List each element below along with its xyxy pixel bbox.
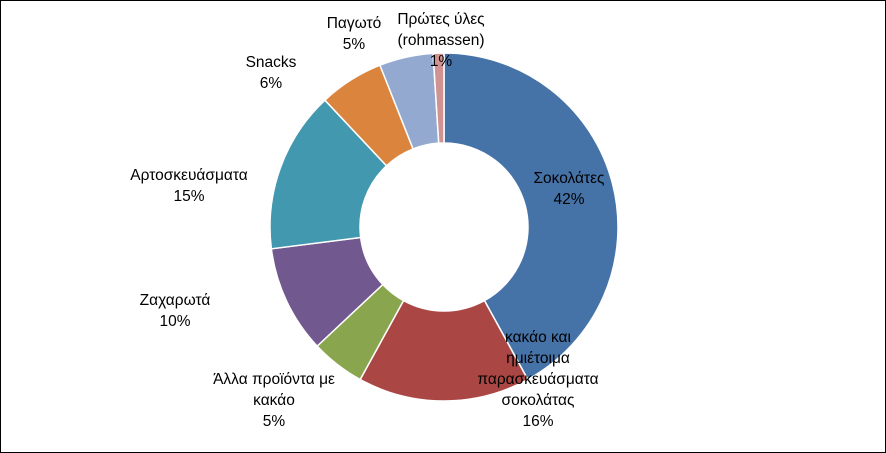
data-label-άλλα-προϊόντα-με-κακάο: Άλλα προϊόντα με κακάο 5% — [213, 371, 335, 430]
slice-πρώτες-ύλες-rohmassen — [432, 52, 445, 144]
data-label-ζαχαρωτά: Ζαχαρωτά 10% — [140, 292, 211, 330]
slice-σοκολάτες — [443, 52, 619, 381]
data-label-σοκολάτες: Σοκολάτες 42% — [533, 170, 604, 208]
data-label-κακάο-και-ημιέτοιμα-παρασκευάσματα-σοκολάτας: κακάο και ημιέτοιμα παρασκευάσματα σοκολάτα… — [477, 329, 598, 430]
data-label-παγωτό: Παγωτό 5% — [327, 15, 382, 53]
labels-group: Σοκολάτες 42% κακάο και ημιέτοιμα παρασκευάσ… — [130, 11, 604, 430]
slices-group — [269, 52, 619, 402]
data-label-αρτοσκευάσματα: Αρτοσκευάσματα 15% — [130, 167, 247, 205]
data-label-πρώτες-ύλες-rohmassen: Πρώτες ύλες (rohmassen) 1% — [397, 11, 484, 70]
data-label-snacks: Snacks 6% — [246, 54, 297, 92]
